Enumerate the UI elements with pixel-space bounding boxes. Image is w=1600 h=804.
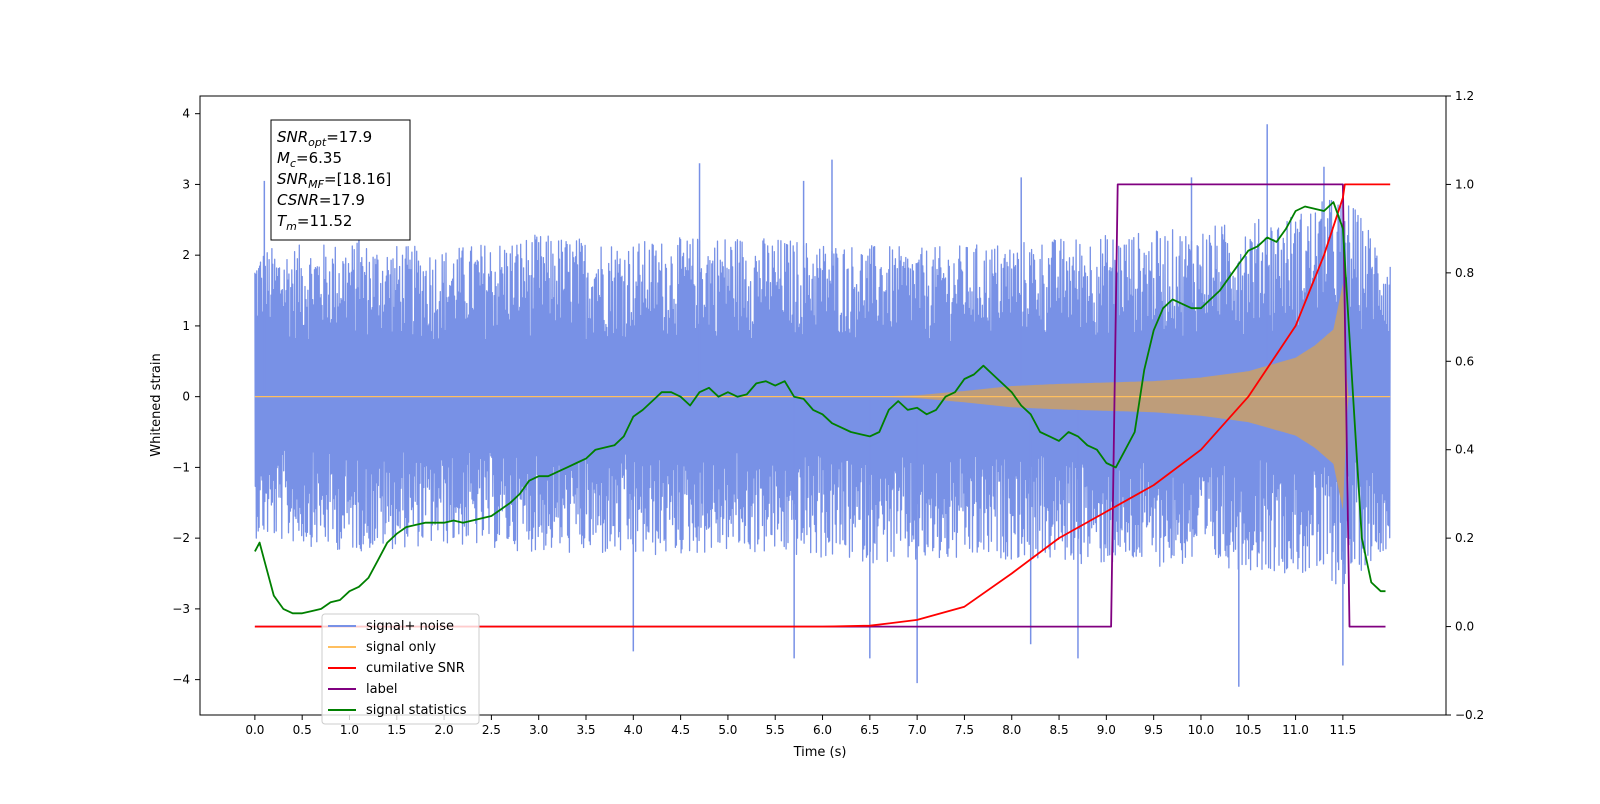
x-tick-label: 10.0: [1188, 723, 1215, 737]
legend-label: label: [366, 682, 397, 697]
y-right-tick-label: 0.0: [1455, 620, 1474, 634]
legend-label: signal only: [366, 640, 436, 655]
x-tick-label: 6.0: [813, 723, 832, 737]
x-tick-label: 1.5: [387, 723, 406, 737]
annotation-line: SNRMF=[18.16]: [277, 170, 391, 191]
y-left-tick-label: 2: [182, 248, 190, 262]
series-label-line: [254, 183, 1386, 628]
y-right-tick-label: 1.0: [1455, 177, 1474, 191]
x-tick-label: 11.5: [1330, 723, 1357, 737]
y-right-tick-label: 0.2: [1455, 531, 1474, 545]
x-axis-label: Time (s): [793, 745, 847, 760]
x-tick-label: 5.5: [766, 723, 785, 737]
annotation-box: SNRopt=17.9Mc=6.35SNRMF=[18.16]CSNR=17.9…: [270, 119, 411, 241]
x-tick-label: 8.5: [1050, 723, 1069, 737]
x-tick-label: 9.5: [1144, 723, 1163, 737]
y-right-tick-label: 0.8: [1455, 266, 1474, 280]
x-tick-label: 2.5: [482, 723, 501, 737]
right-axis-series: [254, 183, 1391, 628]
x-tick-label: 10.5: [1235, 723, 1262, 737]
y-left-tick-label: −3: [172, 602, 190, 616]
legend-label: signal statistics: [366, 703, 467, 718]
annotation-line: SNRopt=17.9: [277, 128, 372, 149]
y-axis-right: −0.2 0.0 0.2 0.4 0.6 0.8 1.0 1.2: [1446, 89, 1484, 722]
x-tick-label: 4.5: [671, 723, 690, 737]
signal-noise-line: [254, 195, 1391, 585]
y-left-tick-label: 1: [182, 319, 190, 333]
x-axis: 0.0 0.5 1.0 1.5 2.0 2.5 3.0 3.5 4.0 4.5 5.0 5.5 6.0 6…: [245, 715, 1356, 737]
x-tick-label: 11.0: [1282, 723, 1309, 737]
x-tick-label: 4.0: [624, 723, 643, 737]
y-left-tick-label: −2: [172, 531, 190, 545]
y-axis-left: −4 −3 −2 −1 0 1 2 3 4: [172, 107, 200, 687]
y-left-tick-label: −1: [172, 460, 190, 474]
y-right-tick-label: 0.4: [1455, 443, 1474, 457]
x-tick-label: 7.5: [955, 723, 974, 737]
x-tick-label: 2.0: [435, 723, 454, 737]
series-signal-noise: [254, 124, 1391, 687]
y-right-tick-label: 0.6: [1455, 354, 1474, 368]
x-tick-label: 5.0: [718, 723, 737, 737]
x-tick-label: 7.0: [908, 723, 927, 737]
y-right-tick-label: −0.2: [1455, 708, 1484, 722]
y-left-tick-label: 3: [182, 177, 190, 191]
legend: signal+ noise signal only cumilative SNR la…: [321, 613, 480, 725]
series-signal-only: [254, 283, 1391, 510]
x-tick-label: 8.0: [1002, 723, 1021, 737]
x-tick-label: 6.5: [860, 723, 879, 737]
annotation-frame: [270, 119, 411, 241]
annotation-line: Mc=6.35: [277, 149, 342, 170]
series-cumilative-snr-line: [254, 183, 1391, 628]
legend-label: signal+ noise: [366, 619, 454, 634]
x-tick-label: 3.0: [529, 723, 548, 737]
x-tick-label: 0.0: [245, 723, 264, 737]
annotation-line: Tm=11.52: [277, 212, 352, 233]
x-tick-label: 3.5: [576, 723, 595, 737]
y-right-tick-label: 1.2: [1455, 89, 1474, 103]
x-tick-label: 1.0: [340, 723, 359, 737]
y-left-tick-label: −4: [172, 673, 190, 687]
series-signal-statistics-line: [254, 201, 1386, 615]
y-left-tick-label: 4: [182, 107, 190, 121]
y-axis-label: Whitened strain: [149, 353, 164, 456]
legend-frame: [321, 613, 480, 725]
x-tick-label: 9.0: [1097, 723, 1116, 737]
legend-label: cumilative SNR: [366, 661, 465, 676]
annotation-line: CSNR=17.9: [277, 191, 365, 209]
x-tick-label: 0.5: [293, 723, 312, 737]
y-left-tick-label: 0: [182, 390, 190, 404]
